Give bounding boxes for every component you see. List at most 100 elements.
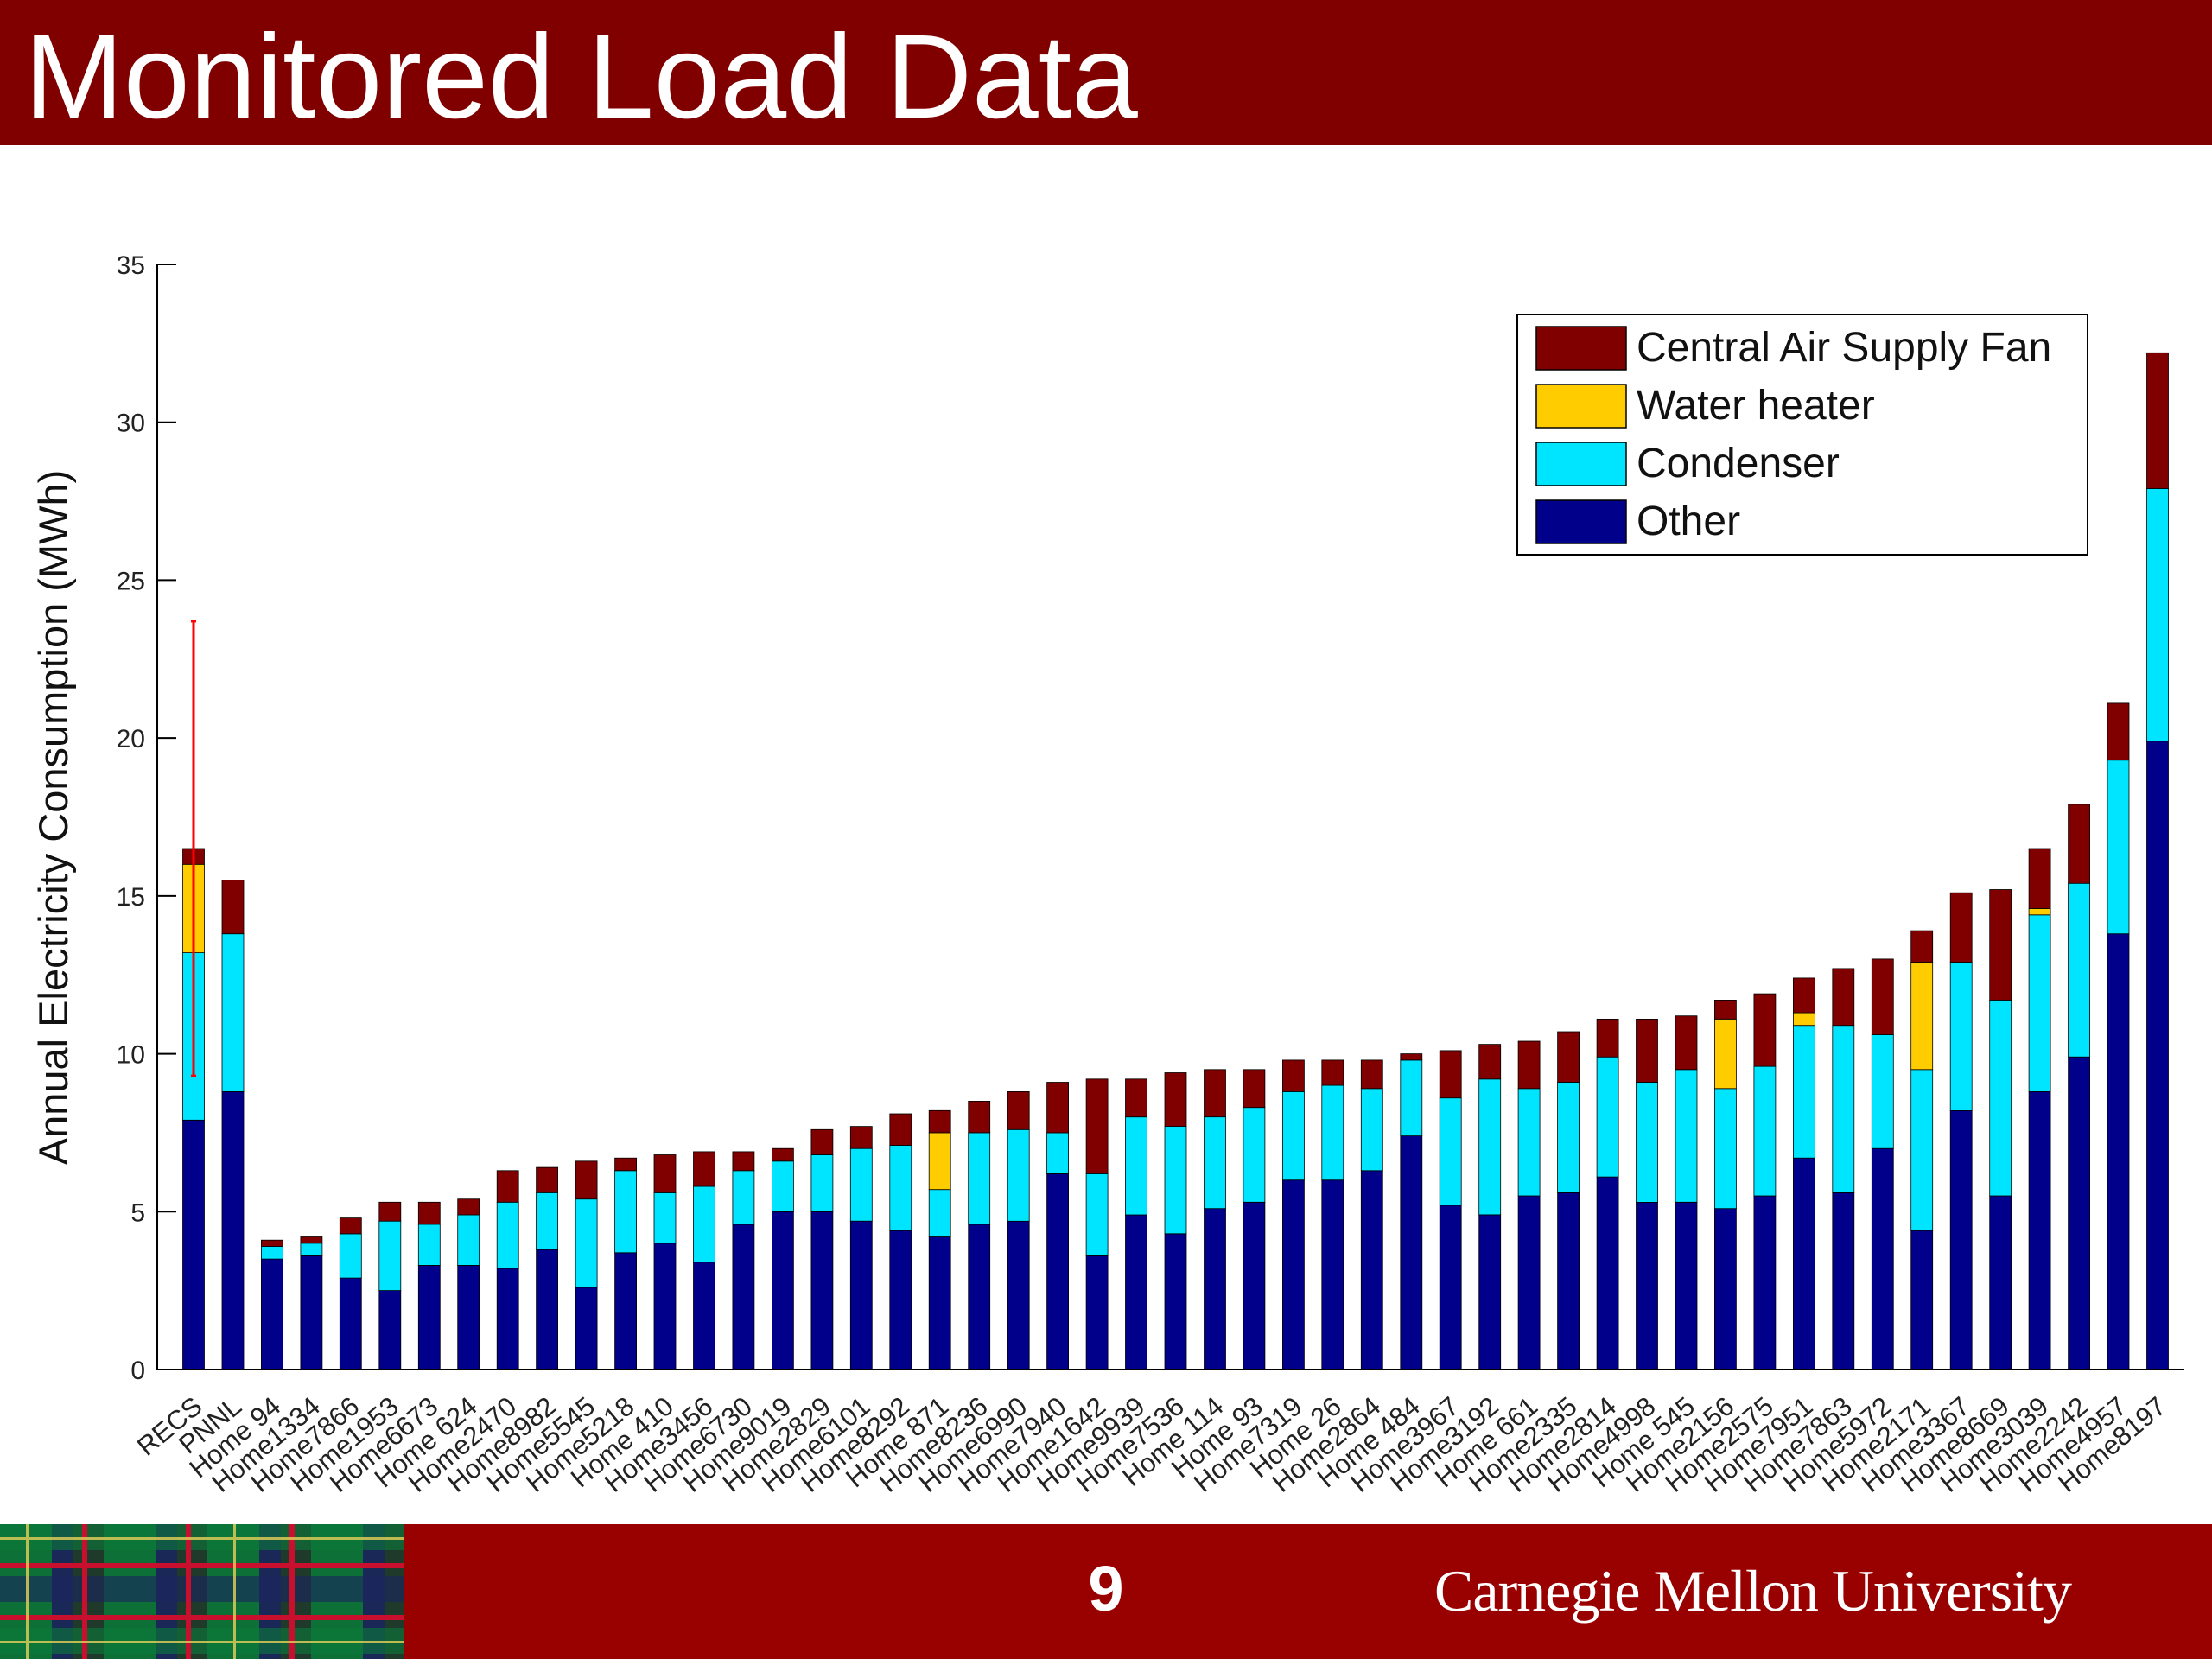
- bar-other-home2335: [1557, 1192, 1580, 1370]
- bar-other-home-545: [1675, 1201, 1698, 1370]
- bar-other-home-871: [928, 1236, 951, 1370]
- legend: Central Air Supply Fan Water heater Conden…: [1516, 314, 2088, 556]
- bar-central-air-supply-fan-home2470: [496, 1170, 519, 1203]
- bar-central-air-supply-fan-home4998: [1636, 1019, 1658, 1083]
- slide-title: Monitored Load Data: [24, 10, 1138, 143]
- bar-central-air-supply-fan-home6101: [849, 1126, 873, 1149]
- bar-other-home-26: [1321, 1179, 1344, 1370]
- bar-central-air-supply-fan-home3967: [1439, 1050, 1462, 1099]
- bar-central-air-supply-fan-home7319: [1282, 1059, 1305, 1092]
- bar-central-air-supply-fan-home8292: [889, 1113, 912, 1146]
- y-axis-label-group: Annual Electricity Consumption (MWh): [30, 470, 76, 1166]
- bar-condenser-home2156: [1714, 1088, 1737, 1210]
- bar-central-air-supply-fan-home-624: [457, 1198, 480, 1216]
- bar-central-air-supply-fan-home-871: [928, 1109, 951, 1134]
- bar-condenser-home7863: [1832, 1025, 1855, 1193]
- bar-central-air-supply-fan-home3456: [693, 1151, 715, 1187]
- bar-central-air-supply-fan-pnnl: [221, 880, 245, 935]
- bar-central-air-supply-fan-home7866: [339, 1217, 362, 1235]
- bar-condenser-home2829: [810, 1154, 834, 1212]
- bar-other-home6730: [732, 1224, 755, 1370]
- bar-central-air-supply-fan-home-114: [1204, 1069, 1226, 1118]
- y-tick-label: 5: [130, 1198, 145, 1227]
- stacked-bar-chart: Annual Electricity Consumption (MWh) 0 5 1…: [30, 251, 2184, 1498]
- bar-central-air-supply-fan-home7863: [1832, 968, 1855, 1027]
- bar-other-home8982: [536, 1249, 558, 1370]
- legend-swatch-central-air-supply-fan: [1535, 326, 1627, 371]
- bar-condenser-home3456: [693, 1185, 715, 1263]
- bar-other-home2829: [810, 1211, 834, 1370]
- bar-other-home7940: [1046, 1173, 1069, 1370]
- bar-central-air-supply-fan-home2829: [810, 1128, 834, 1155]
- bar-central-air-supply-fan-home-93: [1243, 1069, 1266, 1109]
- bar-other-home-661: [1517, 1195, 1541, 1370]
- bar-central-air-supply-fan-home2156: [1714, 1000, 1737, 1020]
- bar-central-air-supply-fan-home6990: [1007, 1091, 1030, 1130]
- bar-condenser-home4998: [1636, 1082, 1658, 1203]
- bar-other-home-624: [457, 1265, 480, 1370]
- bar-central-air-supply-fan-home7951: [1792, 977, 1815, 1014]
- bar-other-home7536: [1164, 1233, 1187, 1370]
- bar-other-home-484: [1400, 1135, 1423, 1370]
- bar-central-air-supply-fan-home1953: [378, 1201, 402, 1222]
- bar-condenser-home-545: [1675, 1069, 1698, 1203]
- bar-condenser-home2575: [1753, 1065, 1777, 1197]
- bar-condenser-home6673: [417, 1224, 441, 1266]
- bar-condenser-home-661: [1517, 1088, 1541, 1197]
- bar-water-heater-home3039: [2028, 908, 2051, 916]
- bar-central-air-supply-fan-home5218: [614, 1157, 637, 1172]
- legend-label-other: Other: [1637, 499, 1740, 544]
- bar-condenser-home7951: [1792, 1025, 1815, 1159]
- legend-swatch-condenser: [1535, 442, 1627, 486]
- bar-other-home3039: [2028, 1091, 2051, 1370]
- bar-condenser-home-410: [653, 1192, 677, 1244]
- bar-other-home-93: [1243, 1201, 1266, 1370]
- bar-other-home8197: [2146, 741, 2169, 1370]
- bar-other-home-94: [260, 1258, 283, 1370]
- bar-central-air-supply-fan-home-661: [1517, 1040, 1541, 1090]
- bar-condenser-home3367: [1949, 962, 1973, 1111]
- footer-bar: 9 Carnegie Mellon University: [0, 1524, 2212, 1659]
- bar-central-air-supply-fan-home-26: [1321, 1059, 1344, 1086]
- bar-other-home4998: [1636, 1201, 1658, 1370]
- bar-other-home5218: [614, 1252, 637, 1370]
- bar-other-home-410: [653, 1243, 677, 1370]
- bar-central-air-supply-fan-home2575: [1753, 993, 1777, 1067]
- axes: [156, 264, 2184, 1370]
- bar-other-home1642: [1085, 1255, 1109, 1370]
- y-ticks: 0 5 10 15 20 25 30 35: [117, 251, 176, 1385]
- bar-other-home1334: [300, 1255, 323, 1370]
- bar-condenser-home-624: [457, 1214, 480, 1266]
- bar-other-pnnl: [221, 1091, 245, 1370]
- legend-label-central-air-supply-fan: Central Air Supply Fan: [1637, 325, 2051, 371]
- bar-central-air-supply-fan-home4957: [2107, 702, 2130, 761]
- bar-central-air-supply-fan-home2335: [1557, 1031, 1580, 1083]
- bar-central-air-supply-fan-home-484: [1400, 1053, 1423, 1061]
- bar-condenser-home8669: [1989, 1000, 2012, 1197]
- y-tick-label: 0: [130, 1357, 145, 1385]
- bar-water-heater-home-871: [928, 1132, 951, 1191]
- bar-condenser-home6730: [732, 1170, 755, 1225]
- bar-central-air-supply-fan-home7536: [1164, 1072, 1187, 1127]
- bar-condenser-home2171: [1910, 1069, 1934, 1231]
- bar-other-home5972: [1871, 1147, 1894, 1370]
- bar-central-air-supply-fan-home3367: [1949, 892, 1973, 963]
- bar-central-air-supply-fan-home-545: [1675, 1015, 1698, 1071]
- y-tick-label: 35: [117, 251, 145, 280]
- legend-swatch-other: [1535, 499, 1627, 544]
- bar-other-home3192: [1478, 1214, 1502, 1370]
- bar-other-home2171: [1910, 1230, 1934, 1370]
- bar-condenser-home2814: [1596, 1056, 1619, 1178]
- bar-condenser-home2242: [2068, 882, 2091, 1058]
- bar-central-air-supply-fan-home3039: [2028, 848, 2051, 909]
- bar-condenser-home8292: [889, 1145, 912, 1231]
- bar-condenser-home2335: [1557, 1082, 1580, 1193]
- bar-central-air-supply-fan-home8982: [536, 1166, 558, 1193]
- bar-condenser-home2470: [496, 1201, 519, 1269]
- bar-central-air-supply-fan-home7940: [1046, 1082, 1069, 1134]
- bar-water-heater-home2156: [1714, 1019, 1737, 1090]
- bar-condenser-home8197: [2146, 488, 2169, 742]
- bar-central-air-supply-fan-home5972: [1871, 958, 1894, 1036]
- y-tick-label: 15: [117, 883, 145, 912]
